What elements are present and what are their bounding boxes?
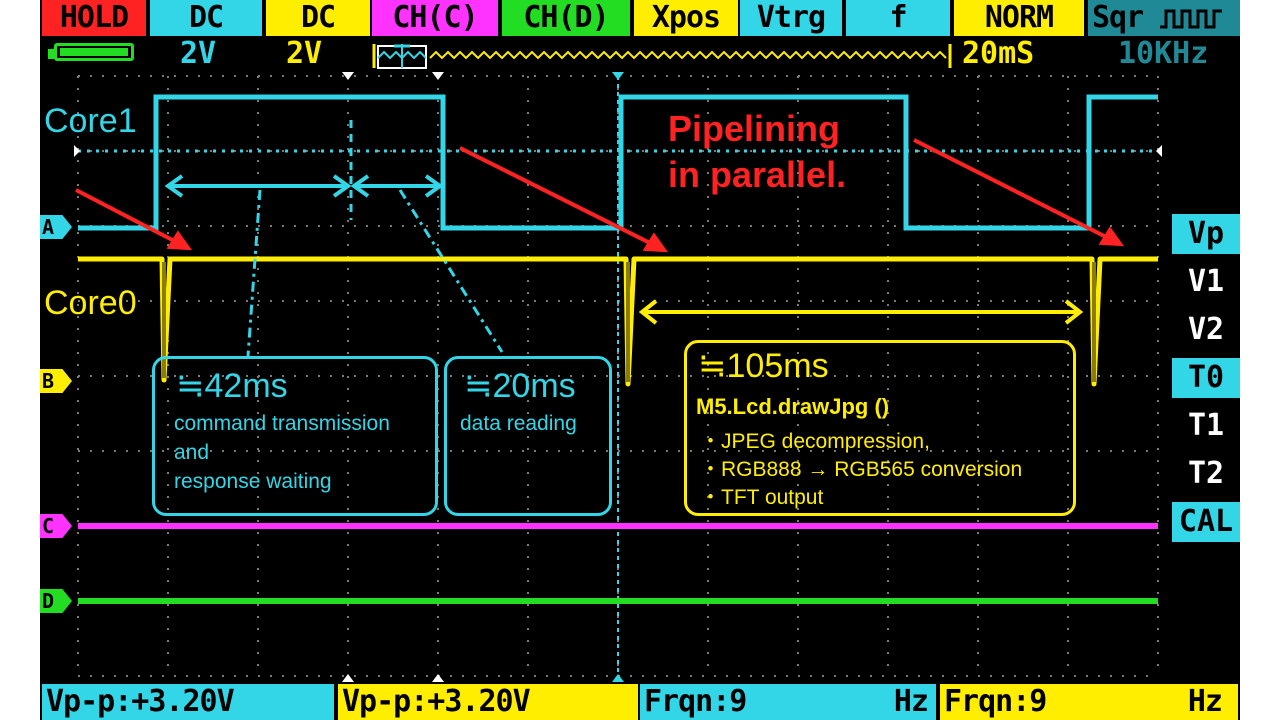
box3-line2: ・RGB888 → RGB565 conversion — [700, 458, 1023, 481]
box3-line1: ・JPEG decompression, — [700, 430, 930, 453]
box2-time: ≒20ms — [464, 367, 576, 405]
oscilloscope-screen: HOLD DC DC CH(C) CH(D) Xpos Vtrg f NORM … — [40, 0, 1240, 720]
ch2-volts-div: 2V — [286, 36, 323, 71]
measurement-ch2-freq-label: Frqn:9 — [944, 684, 1047, 719]
box1-line3: response waiting — [174, 470, 332, 493]
ch1-volts-div: 2V — [180, 36, 217, 71]
measurement-ch1-freq-label: Frqn:9 — [644, 684, 747, 719]
vtrg-button[interactable]: Vtrg — [740, 0, 842, 36]
ch-d-button[interactable]: CH(D) — [502, 0, 630, 36]
measurement-ch1-vpp[interactable]: Vp-p:+3.20V — [42, 684, 334, 720]
pipelining-label-2: in parallel. — [668, 154, 847, 195]
annotation-box-105ms — [684, 340, 1076, 516]
trigger-mode-button[interactable]: NORM — [954, 0, 1084, 36]
box3-time: ≒105ms — [698, 347, 829, 385]
box1-time: ≒42ms — [176, 367, 288, 405]
square-wave-icon — [1160, 9, 1223, 28]
measurement-ch1-label: Vp-p:+3.20V — [46, 684, 235, 719]
timebase-value: 20mS — [962, 36, 1035, 71]
measurement-ch2-freq-unit: Hz — [1187, 684, 1223, 719]
xpos-button[interactable]: Xpos — [634, 0, 738, 36]
wave-generator-button[interactable]: Sqr — [1088, 0, 1240, 36]
measurement-ch1-freq-unit: Hz — [893, 684, 929, 719]
box2-line1: data reading — [460, 412, 577, 435]
menu-v1[interactable]: V1 — [1187, 264, 1225, 299]
measurement-ch2-label: Vp-p:+3.20V — [342, 684, 531, 719]
measurement-ch2-vpp[interactable]: Vp-p:+3.20V — [338, 684, 638, 720]
menu-t1[interactable]: T1 — [1187, 408, 1225, 443]
box3-line3: ・TFT output — [700, 486, 824, 509]
sqr-frequency: 10KHz — [1118, 36, 1209, 71]
box1-line2: and — [174, 441, 210, 464]
measurement-ch2-freq[interactable]: Frqn:9 Hz — [940, 684, 1238, 720]
menu-t0[interactable]: T0 — [1172, 358, 1240, 398]
menu-t2[interactable]: T2 — [1187, 456, 1225, 491]
ch-c-button[interactable]: CH(C) — [372, 0, 498, 36]
wave-label: Sqr — [1092, 0, 1144, 35]
measurement-ch1-freq[interactable]: Frqn:9 Hz — [640, 684, 936, 720]
box1-line1: command transmission — [174, 412, 390, 435]
waveform-grid — [74, 72, 1162, 682]
core1-label: Core1 — [44, 102, 137, 140]
box3-function: M5.Lcd.drawJpg () — [696, 394, 890, 419]
ch1-coupling[interactable]: DC — [150, 0, 262, 36]
menu-cal[interactable]: CAL — [1172, 502, 1240, 542]
pipelining-label-1: Pipelining — [668, 108, 841, 149]
annotation-box-20ms — [444, 356, 612, 516]
ch2-coupling[interactable]: DC — [266, 0, 370, 36]
frequency-button[interactable]: f — [846, 0, 950, 36]
memory-position-bar[interactable] — [372, 42, 952, 70]
battery-icon — [48, 43, 138, 65]
menu-v2[interactable]: V2 — [1187, 312, 1225, 347]
hold-indicator[interactable]: HOLD — [42, 0, 146, 36]
annotation-box-42ms — [152, 356, 438, 516]
menu-vp[interactable]: Vp — [1172, 214, 1240, 254]
core0-label: Core0 — [44, 284, 137, 322]
